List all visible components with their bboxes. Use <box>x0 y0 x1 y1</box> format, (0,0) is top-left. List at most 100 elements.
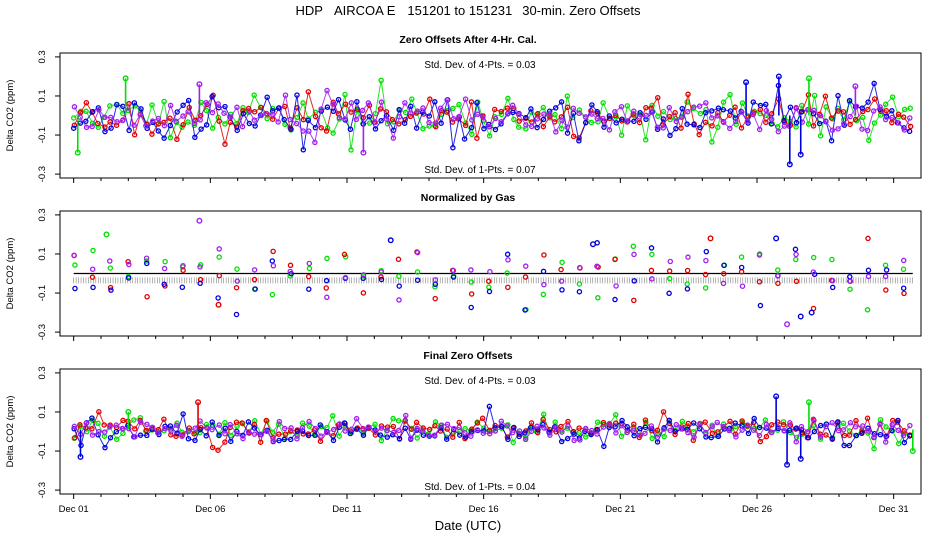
data-point <box>588 427 595 434</box>
data-point <box>263 110 269 117</box>
data-point <box>342 116 348 122</box>
data-point <box>708 434 714 441</box>
data-point <box>870 108 877 114</box>
data-point <box>703 248 710 255</box>
data-point <box>409 96 415 102</box>
data-point <box>125 275 132 281</box>
data-point <box>631 118 637 125</box>
data-point <box>113 436 120 443</box>
data-point <box>432 295 438 302</box>
data-point <box>372 421 378 428</box>
data-point <box>96 409 102 415</box>
data-point <box>251 109 258 115</box>
data-point <box>468 99 475 105</box>
data-point <box>829 435 836 442</box>
data-point <box>720 421 727 427</box>
outlier-point <box>797 313 804 320</box>
data-point <box>798 102 805 109</box>
data-point <box>451 425 457 432</box>
data-point <box>323 128 330 134</box>
data-point <box>173 118 179 125</box>
data-point <box>889 119 895 126</box>
data-point <box>161 281 168 287</box>
outlier-point <box>103 231 110 238</box>
data-point <box>221 110 227 116</box>
data-point <box>847 286 853 292</box>
y-tick-label: 0.3 <box>37 366 48 379</box>
data-point <box>438 422 445 428</box>
data-point <box>318 433 324 439</box>
data-point <box>685 91 691 98</box>
data-point <box>366 120 373 126</box>
data-point <box>360 290 367 296</box>
data-point <box>817 422 824 429</box>
data-point <box>396 283 402 289</box>
data-point <box>300 116 307 123</box>
data-point <box>865 99 871 105</box>
data-point <box>750 427 757 433</box>
outlier-point <box>775 73 782 80</box>
data-point <box>637 425 643 432</box>
data-point <box>763 119 769 126</box>
data-point <box>864 415 871 422</box>
data-point <box>588 119 595 126</box>
outlier-point <box>196 217 203 224</box>
y-tick-label: -0.3 <box>37 166 48 182</box>
data-point <box>883 267 890 273</box>
data-point <box>840 427 847 433</box>
data-point <box>353 415 360 422</box>
data-point <box>612 296 618 303</box>
data-point <box>216 254 222 260</box>
data-point <box>672 428 678 435</box>
data-point <box>396 427 402 434</box>
data-point <box>185 97 192 104</box>
data-point <box>90 247 96 254</box>
data-point <box>793 439 800 445</box>
data-point <box>468 291 475 297</box>
data-point <box>372 119 379 126</box>
data-point <box>528 106 534 112</box>
data-point <box>900 432 907 439</box>
data-point <box>257 439 264 445</box>
data-point <box>697 124 703 131</box>
data-point <box>523 114 529 121</box>
data-point <box>462 122 469 129</box>
data-point <box>907 422 913 429</box>
data-point <box>739 427 745 433</box>
data-point <box>360 272 367 278</box>
data-point <box>756 424 763 431</box>
data-point <box>474 420 481 426</box>
data-point <box>173 422 180 428</box>
data-point <box>396 114 403 120</box>
data-point <box>365 424 372 430</box>
data-point <box>203 107 210 114</box>
data-point <box>419 428 426 434</box>
x-tick-label: Dec 26 <box>742 504 772 515</box>
data-point <box>323 429 330 436</box>
data-point <box>282 92 289 98</box>
data-point <box>751 415 757 422</box>
data-point <box>756 432 763 439</box>
data-point <box>810 416 817 422</box>
data-point <box>606 113 613 119</box>
data-point <box>486 123 492 130</box>
data-point <box>715 124 721 131</box>
data-point <box>595 119 601 125</box>
data-point <box>330 130 336 136</box>
data-point <box>564 435 571 442</box>
data-point <box>865 273 872 280</box>
data-point <box>505 436 511 443</box>
data-point <box>733 434 739 440</box>
data-point <box>107 265 114 271</box>
data-point <box>883 287 889 293</box>
data-point <box>541 252 547 258</box>
data-point <box>798 423 805 430</box>
data-point <box>702 271 709 278</box>
data-point <box>882 101 889 108</box>
data-point <box>395 417 402 424</box>
series-purple <box>71 246 907 303</box>
data-point <box>697 420 703 427</box>
data-point <box>240 110 247 117</box>
data-point <box>486 133 493 139</box>
